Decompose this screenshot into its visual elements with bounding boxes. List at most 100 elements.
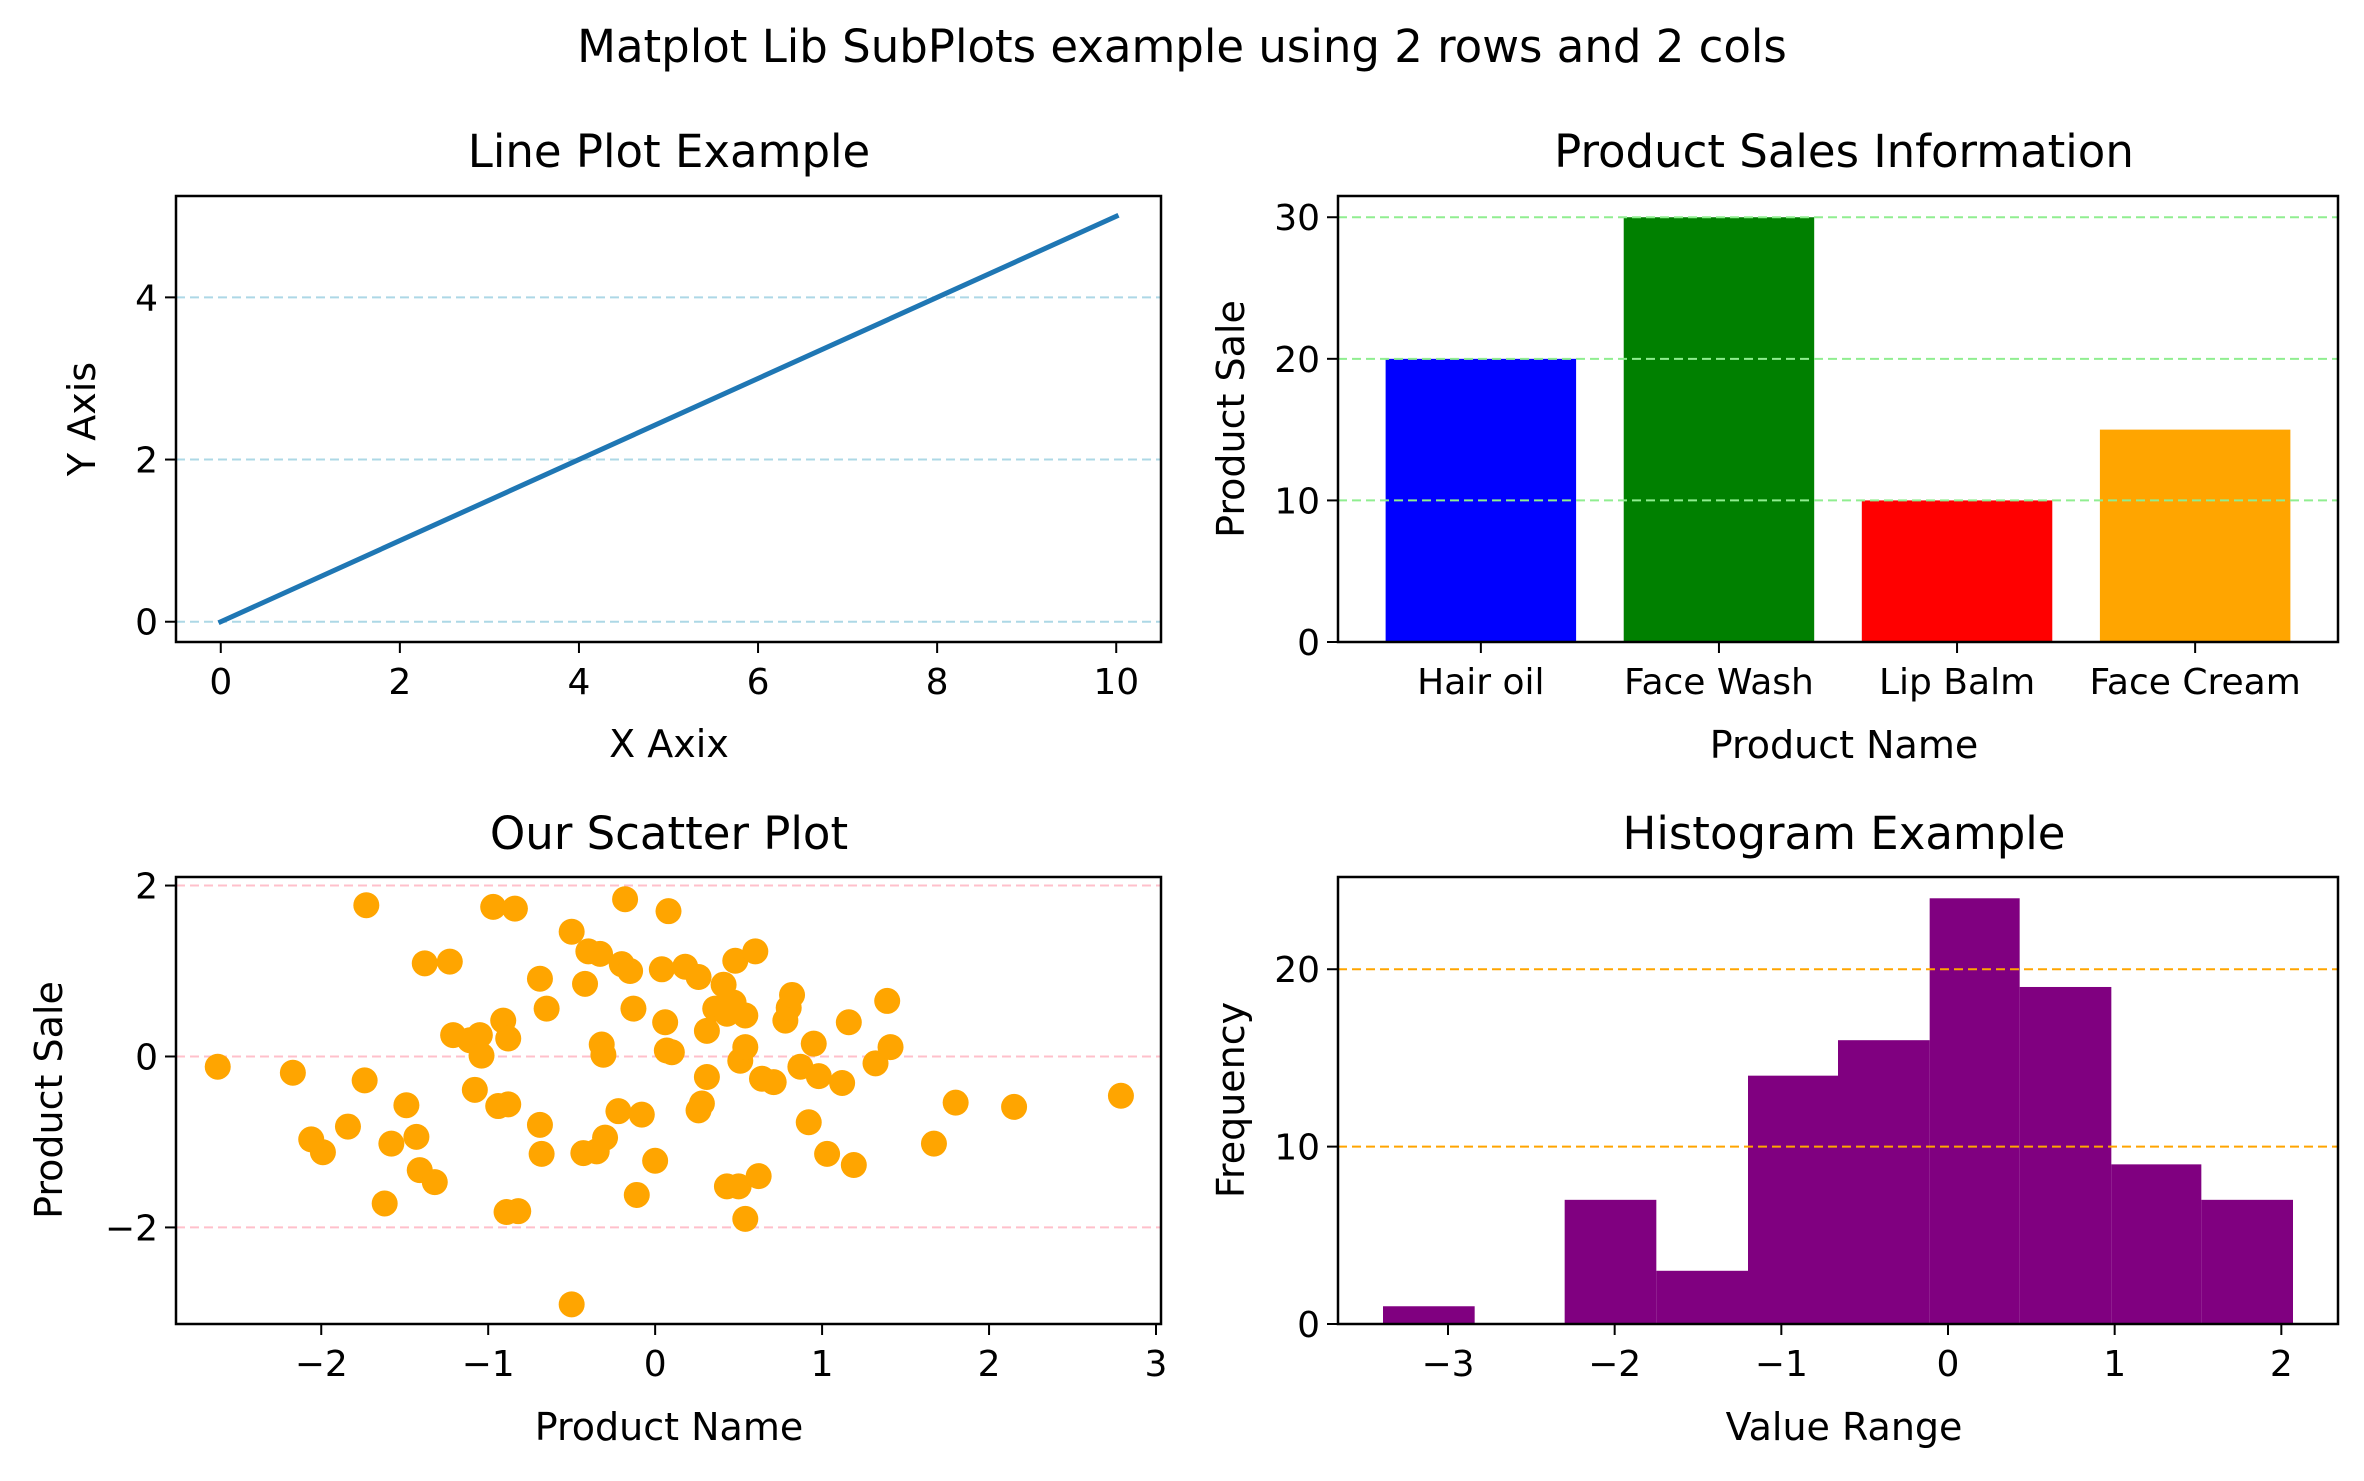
bar: [2099, 429, 2291, 642]
scatter-chart-ticks: −2 0 2 −2 −1 0 1 2 3: [105, 867, 1168, 1385]
scatter-xtick-label: 3: [1145, 1344, 1168, 1385]
scatter-point: [642, 1147, 669, 1174]
scatter-point: [505, 1198, 532, 1225]
scatter-point: [461, 1076, 488, 1103]
scatter-point: [760, 1069, 787, 1096]
hist-xtick-label: −2: [1588, 1344, 1641, 1385]
hist-bar: [1383, 1306, 1475, 1324]
scatter-point: [732, 1034, 759, 1061]
hist-bar: [1564, 1199, 1657, 1324]
scatter-point: [351, 1067, 378, 1094]
scatter-point: [877, 1034, 904, 1061]
scatter-point: [732, 1002, 759, 1029]
hist-bar: [2201, 1199, 2293, 1324]
scatter-point: [732, 1205, 759, 1232]
figure-suptitle: Matplot Lib SubPlots example using 2 row…: [577, 20, 1787, 73]
hist-bar: [2111, 1164, 2202, 1324]
scatter-point: [590, 1041, 617, 1068]
scatter-xtick-label: −2: [295, 1344, 348, 1385]
scatter-chart-marks: [204, 886, 1134, 1318]
scatter-ytick-label: 2: [135, 867, 158, 908]
scatter-point: [652, 1009, 679, 1036]
scatter-point: [620, 995, 647, 1022]
scatter-point: [655, 898, 682, 925]
bar: [1861, 500, 2053, 642]
scatter-point: [393, 1092, 420, 1119]
scatter-chart-title: Our Scatter Plot: [490, 807, 848, 860]
hist-ytick-label: 20: [1274, 950, 1320, 991]
scatter-xtick-label: 0: [644, 1344, 667, 1385]
line-ytick-label: 2: [135, 441, 158, 482]
bar-xtick-label: Face Wash: [1624, 662, 1814, 703]
scatter-point: [378, 1130, 405, 1157]
scatter-point: [840, 1152, 867, 1179]
bar-xtick-label: Face Cream: [2090, 662, 2301, 703]
scatter-point: [572, 970, 599, 997]
hist-bar: [1929, 898, 2020, 1324]
scatter-point: [874, 987, 901, 1014]
line-chart-title: Line Plot Example: [468, 125, 870, 178]
bar-ytick-label: 30: [1274, 198, 1320, 239]
scatter-point: [1001, 1093, 1028, 1120]
line-xtick-label: 10: [1093, 662, 1139, 703]
hist-bar: [1838, 1040, 1930, 1324]
hist-bar: [1748, 1075, 1838, 1324]
scatter-point: [1107, 1082, 1134, 1109]
hist-xtick-label: −3: [1421, 1344, 1474, 1385]
scatter-point: [605, 1098, 632, 1125]
scatter-point: [353, 892, 380, 919]
scatter-point: [421, 1169, 448, 1196]
scatter-point: [558, 1291, 585, 1318]
scatter-point: [795, 1109, 822, 1136]
scatter-xtick-label: 2: [978, 1344, 1001, 1385]
bar-chart-title: Product Sales Information: [1554, 125, 2134, 178]
scatter-point: [436, 948, 463, 975]
scatter-point: [533, 995, 560, 1022]
bar-ytick-label: 10: [1274, 481, 1320, 522]
scatter-point: [725, 1173, 752, 1200]
hist-chart-frame: [1336, 875, 2340, 1326]
hist-chart-marks: [1383, 898, 2293, 1324]
scatter-point: [814, 1140, 841, 1167]
scatter-point: [558, 918, 585, 945]
hist-chart-ticks: 0 10 20 −3 −2 −1 0 1 2: [1274, 950, 2293, 1385]
line-chart-grid: [176, 296, 1161, 623]
scatter-point: [742, 938, 769, 965]
scatter-point: [204, 1053, 231, 1080]
hist-bar: [2019, 986, 2112, 1324]
scatter-ytick-label: −2: [105, 1208, 158, 1249]
scatter-point: [309, 1139, 336, 1166]
scatter-point: [495, 1091, 522, 1118]
bar-chart-xlabel: Product Name: [1710, 723, 1978, 767]
scatter-xtick-label: 1: [811, 1344, 834, 1385]
line-chart-ylabel: Y Axis: [60, 362, 104, 477]
line-chart-xlabel: X Axix: [609, 722, 729, 766]
bar-chart-ticks: 0 10 20 30 Hair oil Face Wash Lip Balm Face Cre…: [1274, 198, 2301, 703]
scatter-point: [658, 1039, 685, 1066]
scatter-point: [617, 958, 644, 985]
subplot-scatter: Our Scatter Plot −2 0 2 −2 −1 0 1 2 3 Product Na…: [27, 807, 1167, 1449]
hist-chart-title: Histogram Example: [1623, 807, 2066, 860]
bar-ytick-label: 20: [1274, 340, 1320, 381]
line-xtick-label: 6: [747, 662, 770, 703]
scatter-point: [800, 1030, 827, 1057]
hist-chart-xlabel: Value Range: [1726, 1405, 1963, 1449]
scatter-point: [942, 1089, 969, 1116]
scatter-point: [722, 947, 749, 974]
scatter-point: [623, 1181, 650, 1208]
line-ytick-label: 0: [135, 603, 158, 644]
hist-bar: [1656, 1270, 1748, 1324]
scatter-ytick-label: 0: [135, 1037, 158, 1078]
line-xtick-label: 8: [926, 662, 949, 703]
scatter-point: [403, 1123, 430, 1150]
scatter-point: [334, 1113, 361, 1140]
hist-xtick-label: 2: [2270, 1344, 2293, 1385]
scatter-point: [480, 893, 507, 920]
scatter-point: [411, 950, 438, 977]
bar: [1623, 217, 1815, 642]
line-ytick-label: 4: [135, 278, 158, 319]
scatter-point: [466, 1022, 493, 1049]
bar-xtick-label: Hair oil: [1417, 662, 1544, 703]
scatter-point: [371, 1190, 398, 1217]
